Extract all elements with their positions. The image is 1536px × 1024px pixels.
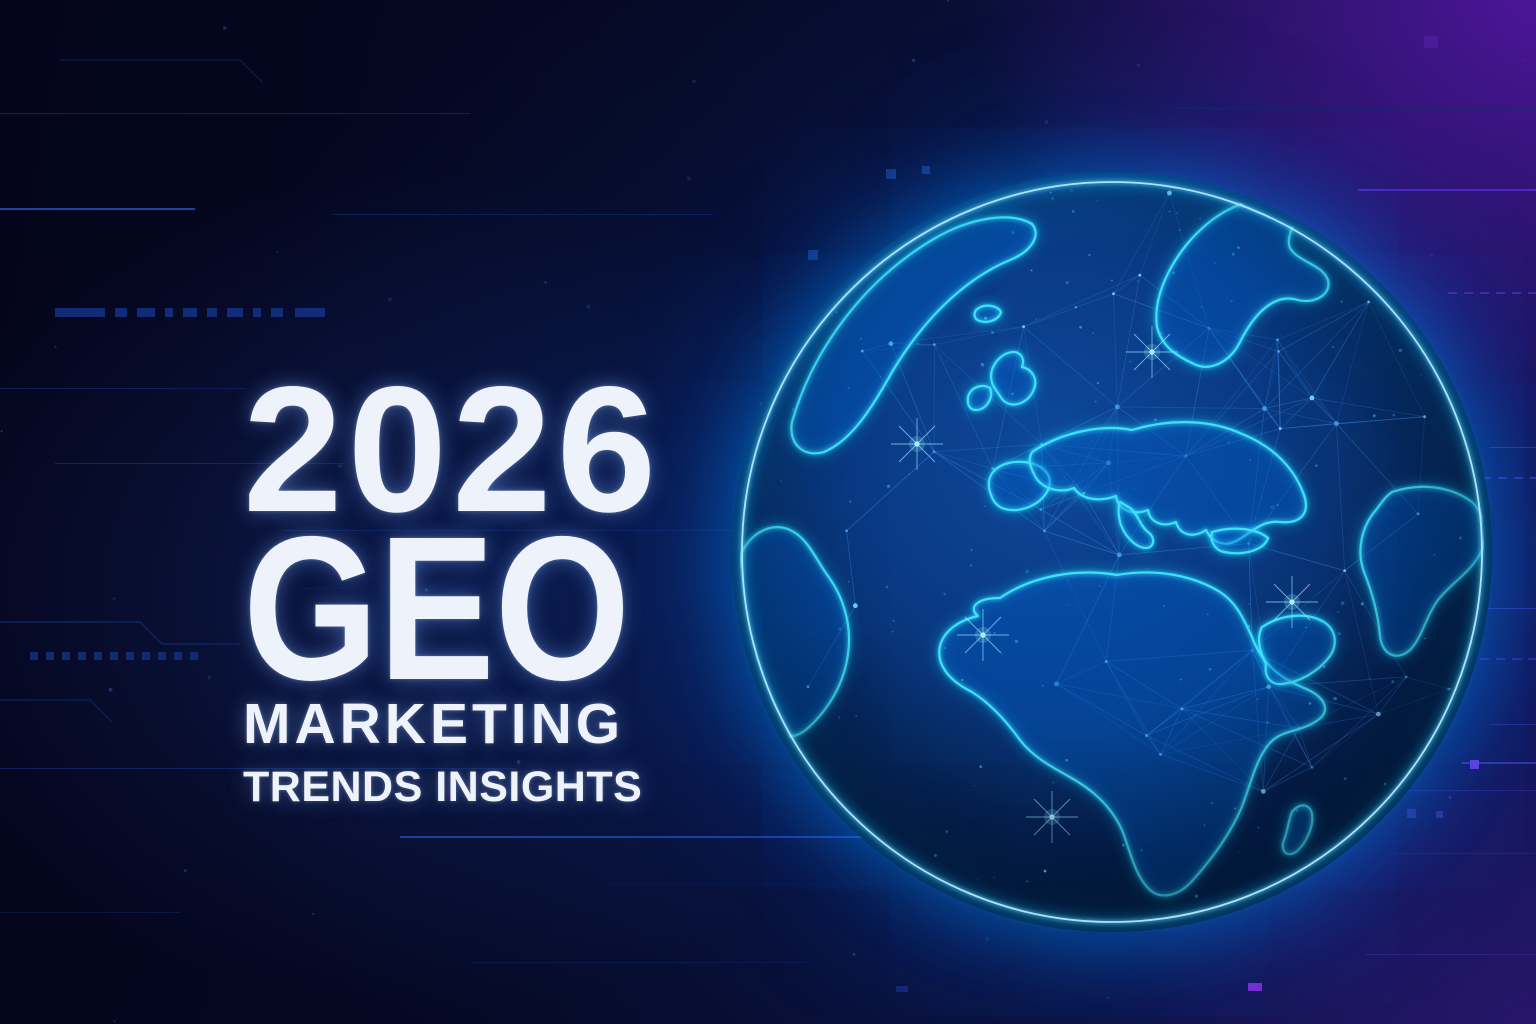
title-trends-insights: TRENDS INSIGHTS (243, 763, 643, 811)
title-year: 2026 (243, 349, 662, 549)
title-block: 2026 GEO MARKETING TRENDS INSIGHTS (243, 360, 699, 812)
globe-svg (739, 179, 1485, 925)
globe-network-graphic (732, 172, 1492, 932)
title-marketing: MARKETING (243, 692, 625, 756)
title-geo: GEO (243, 494, 631, 723)
